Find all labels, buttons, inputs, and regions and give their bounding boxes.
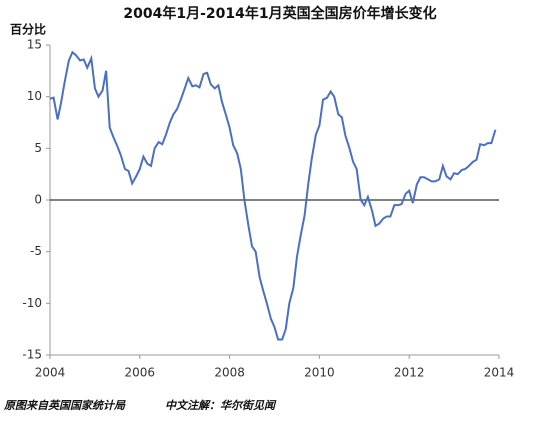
y-axis-label: 百分比 [10, 22, 46, 37]
x-tick-label: 2012 [394, 366, 425, 380]
y-tick-label: 15 [27, 38, 42, 52]
line [49, 50, 497, 341]
x-tick-label: 2004 [35, 366, 66, 380]
y-tick-label: 0 [34, 193, 42, 207]
y-tick-label: 5 [34, 141, 42, 155]
y-tick-label: -10 [22, 296, 42, 310]
chart-title: 2004年1月-2014年1月英国全国房价年增长变化 [123, 5, 436, 22]
x-tick-label: 2010 [304, 366, 335, 380]
x-tick-label: 2006 [125, 366, 156, 380]
y-tick-label: -5 [30, 244, 42, 258]
note: 中文注解：华尔街见闻 [165, 399, 277, 412]
x-tick-label: 2014 [484, 366, 515, 380]
y-tick-label: -15 [22, 348, 42, 362]
source: 原图来自英国国家统计局 [3, 399, 126, 412]
x-tick-label: 2008 [214, 366, 245, 380]
y-tick-label: 10 [27, 89, 42, 103]
